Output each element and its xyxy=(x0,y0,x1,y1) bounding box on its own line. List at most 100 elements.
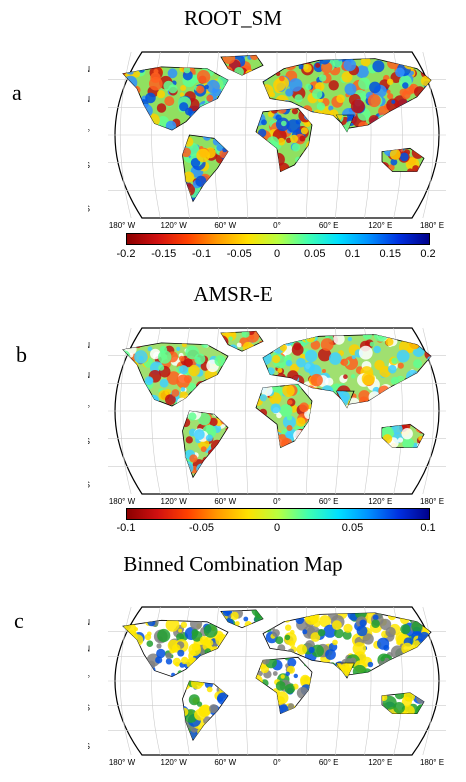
data-patch xyxy=(421,58,431,72)
data-patch xyxy=(176,633,185,642)
data-patch xyxy=(196,701,203,707)
data-patch xyxy=(303,63,312,73)
data-patch xyxy=(385,626,396,638)
data-patch xyxy=(206,686,213,693)
data-patch xyxy=(413,359,423,369)
data-patch xyxy=(193,429,205,440)
colorbar-tick-label: -0.05 xyxy=(188,522,215,534)
data-patch xyxy=(332,639,338,646)
data-patch xyxy=(412,165,420,172)
data-patch xyxy=(358,77,371,90)
longitude-label: 180° E xyxy=(420,221,444,230)
data-patch xyxy=(199,681,204,686)
latitude-label: 30° S xyxy=(88,704,90,713)
data-patch xyxy=(188,364,200,377)
graticule-longitude xyxy=(422,606,435,756)
data-patch xyxy=(343,58,357,72)
graticule-longitude xyxy=(119,606,132,756)
latitude-label: 60° S xyxy=(88,480,90,489)
map-binned-combination: 60° N 30° N 0° 30° S 60° S 180° W 120° W 60° W 0… xyxy=(88,592,466,782)
data-patch xyxy=(328,105,334,111)
data-patch xyxy=(147,631,152,637)
panel-b-letter: b xyxy=(16,342,27,367)
longitude-label: 180° W xyxy=(109,221,136,230)
data-patch xyxy=(206,79,220,94)
data-patch xyxy=(191,681,203,690)
longitude-label: 120° E xyxy=(368,497,392,506)
data-patch xyxy=(285,624,292,631)
data-patch xyxy=(171,389,180,397)
data-patch xyxy=(286,415,293,421)
longitude-label: 120° E xyxy=(368,758,392,767)
data-patch xyxy=(165,394,176,405)
data-patch xyxy=(295,119,301,125)
data-patch xyxy=(377,637,390,650)
data-patch xyxy=(286,665,295,674)
longitude-label: 120° W xyxy=(161,221,188,230)
panel-c-title: Binned Combination Map xyxy=(123,552,343,576)
data-patch xyxy=(391,357,398,364)
longitude-label: 60° E xyxy=(319,497,339,506)
data-patch xyxy=(156,648,166,659)
latitude-label: 60° S xyxy=(88,204,90,213)
latitude-label: 60° N xyxy=(88,618,90,627)
data-patch xyxy=(293,342,302,351)
graticule-longitude xyxy=(119,51,132,219)
colorbar-tick-label: 0 xyxy=(273,522,281,534)
data-patch xyxy=(188,412,197,421)
data-patch xyxy=(316,102,326,111)
data-patch xyxy=(199,636,209,645)
data-patch xyxy=(361,372,375,386)
data-patch xyxy=(401,428,413,440)
data-patch xyxy=(145,92,156,104)
latitude-label: 60° S xyxy=(88,742,90,751)
data-patch xyxy=(325,649,336,660)
graticule-longitude xyxy=(422,51,435,219)
data-patch xyxy=(172,657,181,666)
data-patch xyxy=(299,402,309,413)
data-patch xyxy=(340,358,349,366)
data-patch xyxy=(243,616,249,622)
data-patch xyxy=(395,67,405,78)
data-patch xyxy=(305,349,318,363)
data-patch xyxy=(320,338,334,351)
data-patch xyxy=(275,681,286,691)
data-patch xyxy=(411,621,423,633)
latitude-label: 0° xyxy=(88,128,90,137)
data-patch xyxy=(407,168,414,172)
data-patch xyxy=(296,417,306,427)
data-patch xyxy=(293,673,298,679)
colorbar-tick-label: -0.2 xyxy=(116,248,136,260)
data-patch xyxy=(178,628,183,633)
data-patch xyxy=(171,644,181,653)
data-patch xyxy=(194,353,206,365)
data-patch xyxy=(334,628,344,639)
panel-b-title: AMSR-E xyxy=(193,282,273,306)
data-patch xyxy=(195,175,207,187)
data-patch xyxy=(194,709,206,721)
longitude-label: 180° W xyxy=(109,497,136,506)
data-patch xyxy=(275,636,284,645)
colorbar-tick-label: 0.05 xyxy=(341,522,364,534)
data-patch xyxy=(180,621,188,629)
data-patch xyxy=(287,399,293,405)
data-patch xyxy=(298,64,304,70)
data-patch xyxy=(261,119,267,126)
data-patch xyxy=(286,137,292,143)
data-patch xyxy=(318,348,332,362)
data-patch xyxy=(216,144,224,152)
data-patch xyxy=(196,148,210,163)
data-patch xyxy=(204,84,209,90)
data-patch xyxy=(302,629,308,635)
data-patch xyxy=(123,66,127,71)
data-patch xyxy=(385,337,394,346)
data-patch xyxy=(269,92,275,98)
data-patch xyxy=(188,643,201,656)
data-patch xyxy=(425,67,431,75)
data-patch xyxy=(191,629,199,636)
data-patch xyxy=(312,88,323,100)
data-patch xyxy=(308,364,322,378)
data-patch xyxy=(180,85,187,91)
data-patch xyxy=(291,108,299,115)
data-patch xyxy=(165,658,173,665)
